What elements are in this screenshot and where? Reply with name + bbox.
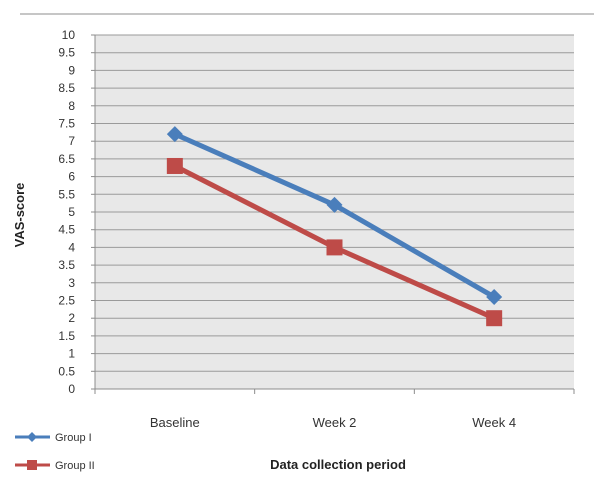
y-tick-label: 8.5 [58, 81, 75, 95]
y-tick-label: 1 [68, 347, 75, 361]
legend-label: Group I [55, 432, 92, 444]
y-axis-label: VAS-score [12, 183, 27, 248]
y-tick-label: 5 [68, 205, 75, 219]
y-tick-label: 7.5 [58, 117, 75, 131]
y-tick-label: 2 [68, 311, 75, 325]
data-point-marker [166, 126, 183, 143]
data-point-marker [326, 239, 343, 256]
y-tick-label: 10 [62, 28, 76, 42]
legend-label: Group II [55, 460, 95, 472]
legend-item: Group I [15, 432, 92, 444]
y-tick-label: 1.5 [58, 329, 75, 343]
data-point-marker [326, 196, 343, 213]
y-tick-label: 6 [68, 170, 75, 184]
x-tick-label: Week 2 [313, 415, 357, 430]
data-point-marker [166, 157, 183, 174]
y-tick-label: 6.5 [58, 152, 75, 166]
y-tick-label: 7 [68, 134, 75, 148]
x-tick-label: Baseline [150, 415, 200, 430]
y-tick-label: 3.5 [58, 258, 75, 272]
y-tick-label: 2.5 [58, 294, 75, 308]
y-tick-label: 8 [68, 99, 75, 113]
legend-swatch-marker [27, 432, 37, 442]
y-tick-label: 5.5 [58, 187, 75, 201]
y-tick-label: 0 [68, 382, 75, 396]
y-tick-label: 9.5 [58, 46, 75, 60]
y-tick-label: 0.5 [58, 364, 75, 378]
y-tick-label: 4 [68, 240, 75, 254]
x-axis-label: Data collection period [270, 457, 406, 472]
legend: Group I Group II [15, 432, 95, 472]
x-tick-label: Week 4 [472, 415, 516, 430]
y-tick-label: 3 [68, 276, 75, 290]
y-tick-label: 9 [68, 63, 75, 77]
series-1 [166, 126, 503, 305]
series-2 [166, 157, 503, 327]
y-axis-tick-labels: 0 0.5 1 1.5 2 2.5 3 3.5 4 4.5 5 5.5 6 6.5 7 7.5 8 8.5 9 9.5… [58, 28, 95, 396]
data-point-marker [486, 310, 503, 327]
series-lines [166, 126, 503, 327]
data-point-marker [486, 288, 503, 305]
legend-item: Group II [15, 460, 95, 472]
x-axis-tick-labels: Baseline Week 2 Week 4 [94, 389, 575, 430]
y-tick-label: 4.5 [58, 223, 75, 237]
legend-swatch-marker [27, 460, 37, 470]
